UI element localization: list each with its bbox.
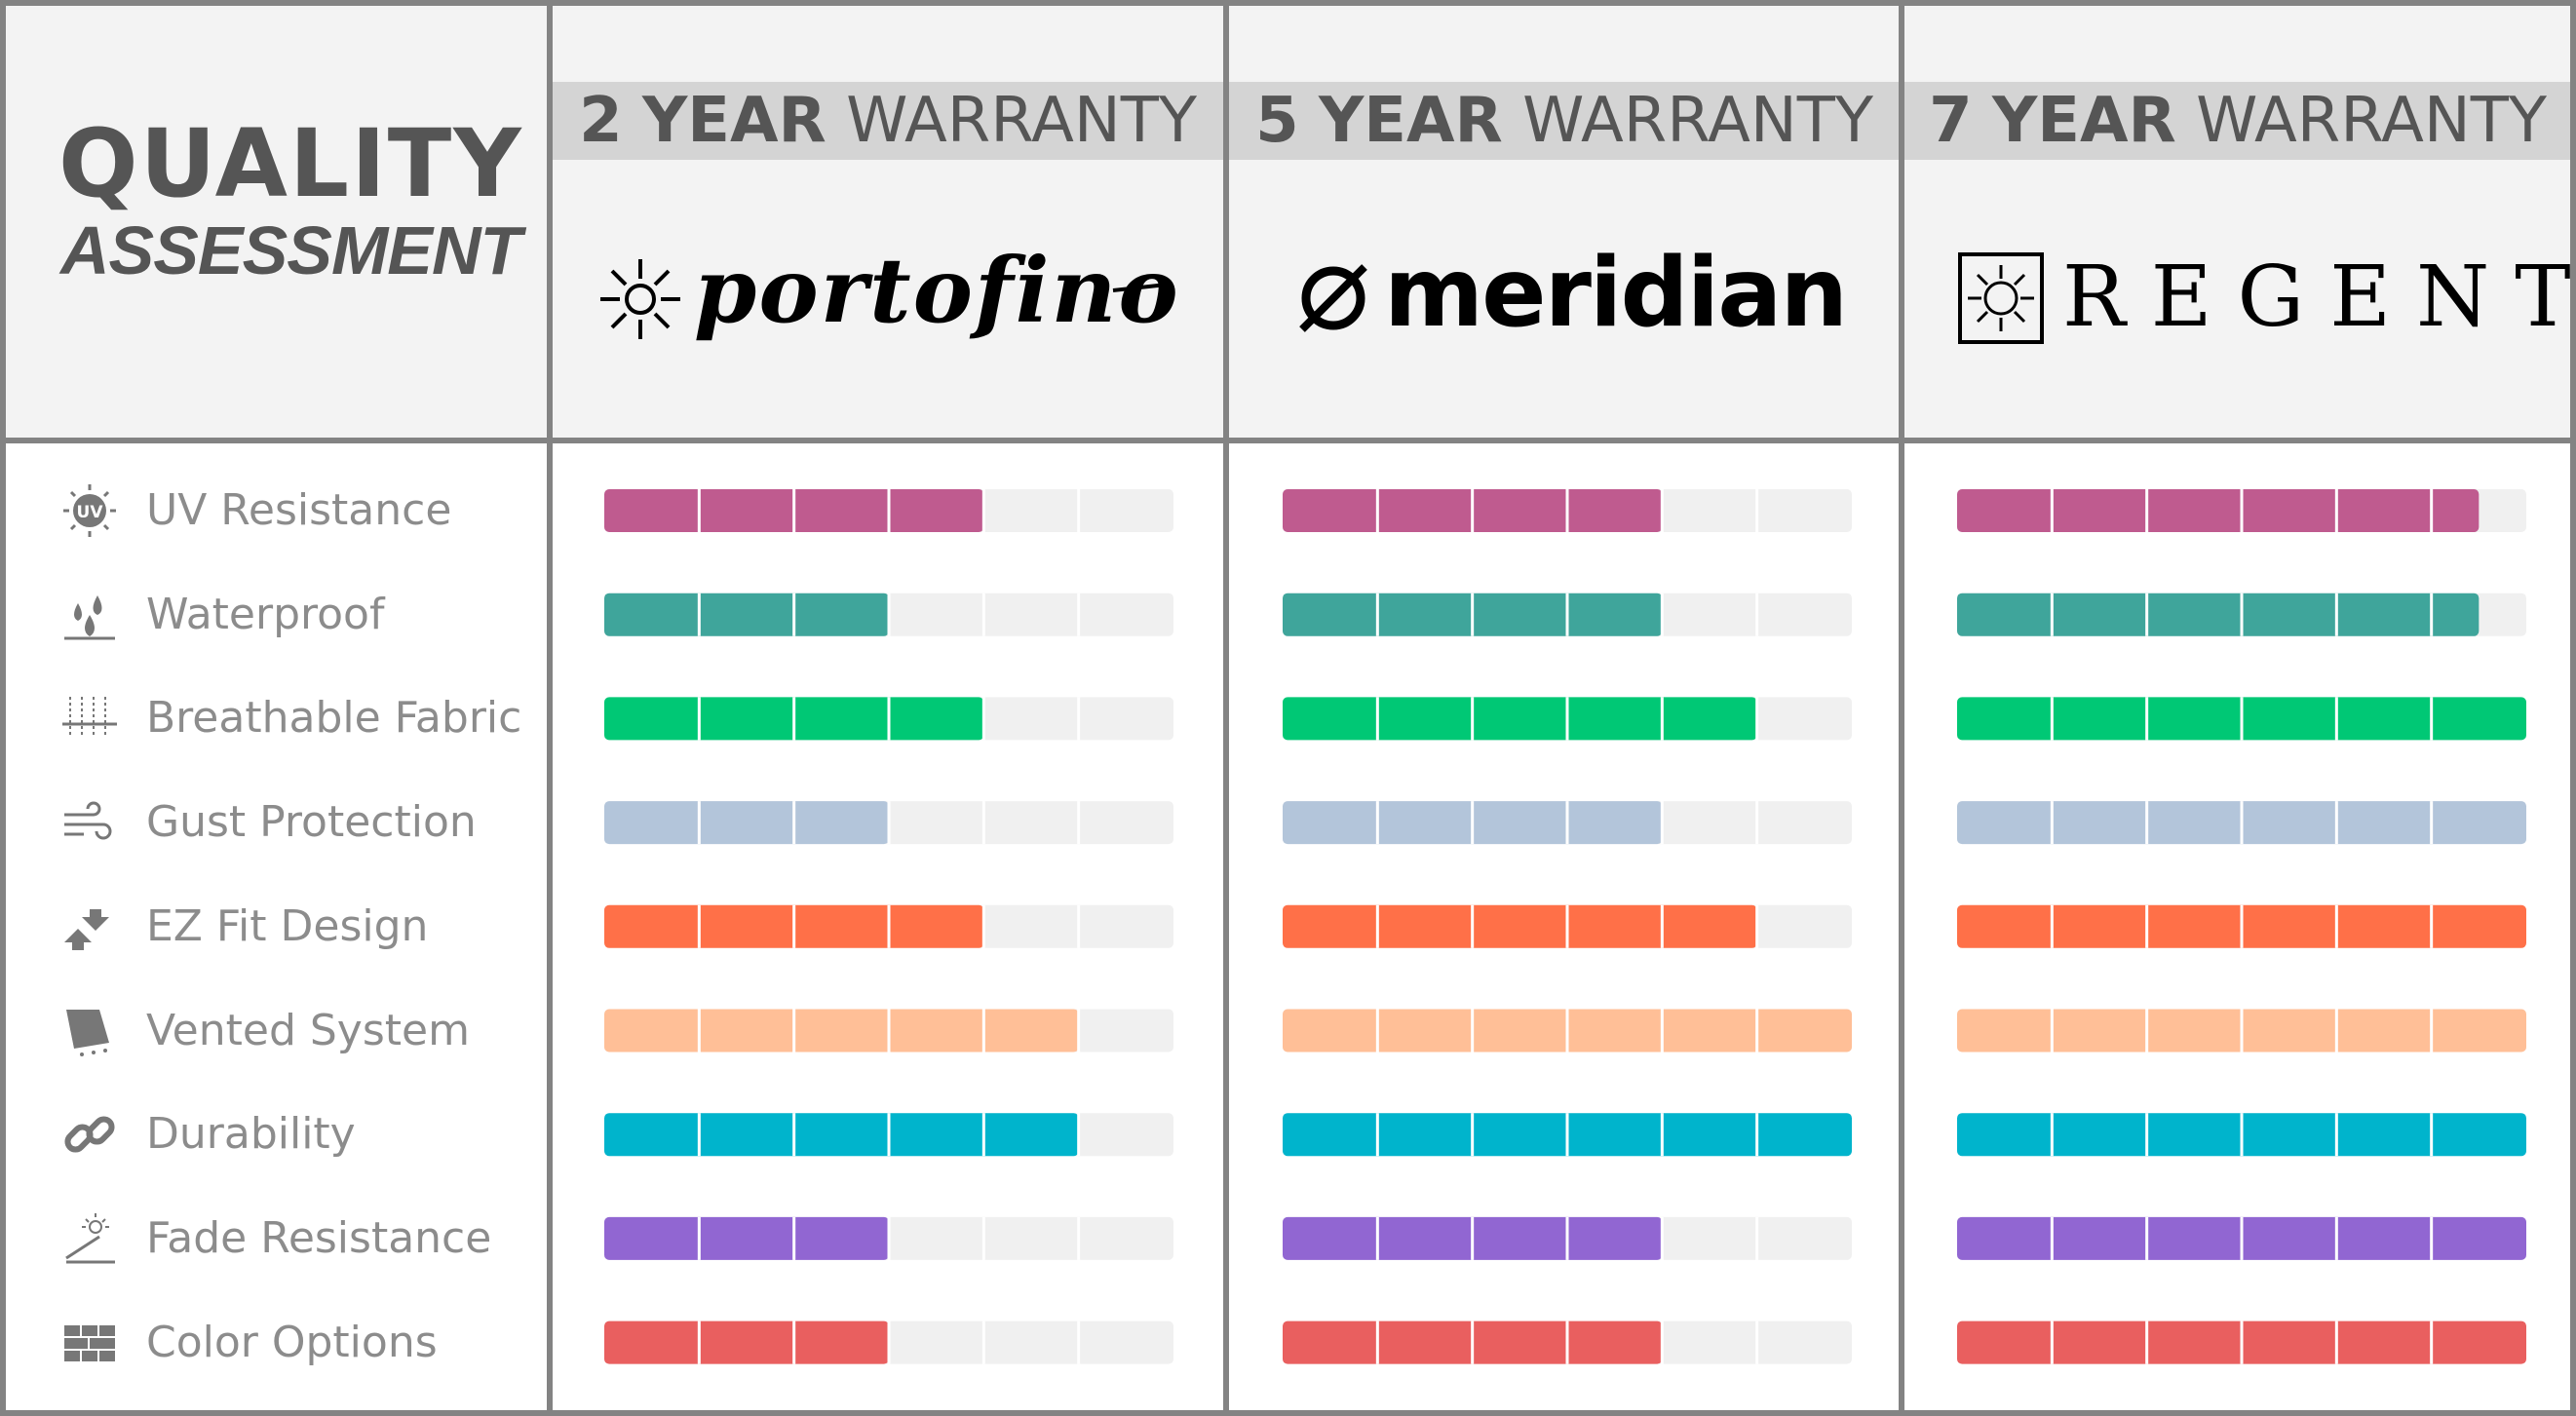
bar-meridian-ez-fit-design <box>1283 904 1757 948</box>
fade-sun-icon <box>65 1212 115 1264</box>
warranty-header-2: 2 YEAR WARRANTY <box>552 82 1224 160</box>
regent-sunburst-box-icon <box>1958 252 2044 344</box>
warranty-years: 7 <box>1929 85 1973 157</box>
portofino-underline <box>1112 283 1168 292</box>
uv-icon: UV <box>63 484 116 537</box>
water-drops-icon <box>64 594 115 640</box>
title-quality: QUALITY <box>58 109 523 218</box>
bar-portofino-durability <box>604 1113 1079 1157</box>
gust-wind-icon <box>64 801 112 840</box>
warranty-years: 2 <box>579 85 623 157</box>
bar-regent-waterproof <box>1957 593 2480 636</box>
bar-portofino-waterproof <box>604 593 889 636</box>
header-background <box>0 0 2576 440</box>
bar-portofino-vented-system <box>604 1009 1079 1052</box>
feature-label-waterproof: Waterproof <box>146 589 385 639</box>
feature-label-gust-protection: Gust Protection <box>146 797 477 848</box>
bar-regent-uv-resistance <box>1957 489 2480 532</box>
warranty-word: WARRANTY <box>846 85 1197 157</box>
warranty-word: WARRANTY <box>2196 85 2547 157</box>
feature-label-vented-system: Vented System <box>146 1005 470 1055</box>
feature-label-ez-fit-design: EZ Fit Design <box>146 900 429 951</box>
warranty-year-word: YEAR <box>1318 85 1503 157</box>
feature-label-breathable-fabric: Breathable Fabric <box>146 693 522 744</box>
warranty-header-7: 7 YEAR WARRANTY <box>1904 82 2571 160</box>
feature-label-fade-resistance: Fade Resistance <box>146 1212 492 1263</box>
breathable-fabric-icon <box>62 697 117 737</box>
vented-system-icon <box>66 1009 109 1056</box>
brand-portofino: portofino <box>694 238 1180 343</box>
warranty-year-word: YEAR <box>641 85 827 157</box>
warranty-year-word: YEAR <box>1991 85 2176 157</box>
chain-link-icon <box>64 1116 115 1153</box>
warranty-band <box>552 82 2571 160</box>
title-assessment: ASSESSMENT <box>60 212 521 288</box>
brand-regent: REGENT <box>2062 249 2576 346</box>
brick-color-icon <box>64 1324 115 1361</box>
bar-portofino-fade-resistance <box>604 1216 889 1260</box>
meridian-slashed-circle-icon <box>1299 264 1367 332</box>
svg-text:UV: UV <box>77 503 104 522</box>
ez-fit-arrows-icon <box>64 908 109 950</box>
bar-portofino-gust-protection <box>604 801 889 845</box>
feature-label-durability: Durability <box>146 1109 356 1160</box>
bar-portofino-color-options <box>604 1320 889 1364</box>
feature-label-uv-resistance: UV Resistance <box>146 485 452 535</box>
bar-meridian-breathable-fabric <box>1283 697 1757 741</box>
brand-meridian: meridian <box>1384 238 1848 349</box>
feature-label-color-options: Color Options <box>146 1317 438 1367</box>
warranty-years: 5 <box>1255 85 1299 157</box>
warranty-header-5: 5 YEAR WARRANTY <box>1228 82 1901 160</box>
portofino-sun-icon <box>600 259 680 339</box>
warranty-word: WARRANTY <box>1522 85 1873 157</box>
